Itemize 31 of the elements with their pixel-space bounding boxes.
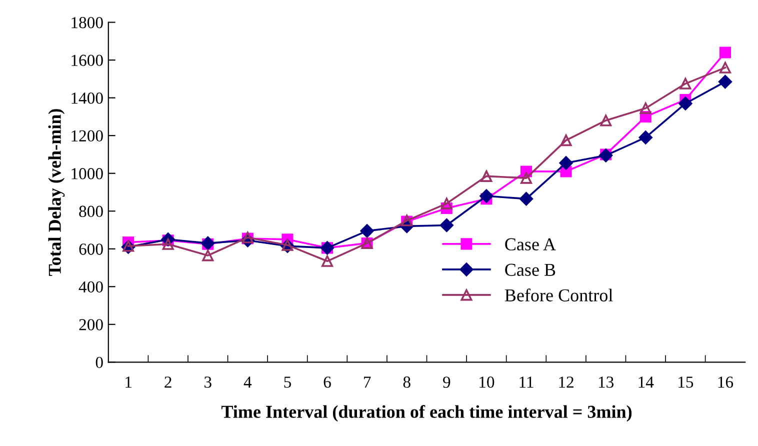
y-tick-label: 1000 <box>72 168 103 180</box>
y-tick-label: 1400 <box>72 92 103 104</box>
y-tick-label: 0 <box>96 356 103 368</box>
y-tick-label: 800 <box>79 206 103 218</box>
y-tick-label: 400 <box>78 281 103 293</box>
y-tick-label: 200 <box>79 319 103 330</box>
legend-label: Case A <box>505 238 556 250</box>
legend-label: Before Control <box>504 288 613 302</box>
x-tick-label: 10 <box>480 376 494 388</box>
x-tick-label: 12 <box>559 376 574 388</box>
y-tick-label: 600 <box>79 244 103 255</box>
x-tick-label: 13 <box>598 376 614 388</box>
x-tick-label: 2 <box>164 376 172 388</box>
y-tick-label: 1200 <box>72 130 103 142</box>
x-tick-label: 15 <box>678 376 694 388</box>
x-axis-title: Time Interval (duration of each time interval = 3min) <box>221 405 632 422</box>
x-tick-label: 5 <box>284 376 291 388</box>
x-tick-label: 14 <box>638 376 654 388</box>
y-tick-label: 1600 <box>72 54 103 66</box>
x-tick-label: 11 <box>520 376 534 388</box>
x-tick-label: 3 <box>204 376 212 388</box>
x-tick-label: 1 <box>126 376 132 388</box>
y-tick-label: 1800 <box>72 17 103 28</box>
x-tick-label: 8 <box>403 376 410 388</box>
x-tick-label: 7 <box>364 376 371 388</box>
y-axis-title: Total Delay (veh-min) <box>48 109 65 276</box>
x-tick-label: 6 <box>324 376 331 388</box>
x-tick-label: 16 <box>718 376 734 388</box>
legend-label: Case B <box>505 264 556 276</box>
x-tick-label: 4 <box>244 376 252 388</box>
x-tick-label: 9 <box>443 376 450 388</box>
